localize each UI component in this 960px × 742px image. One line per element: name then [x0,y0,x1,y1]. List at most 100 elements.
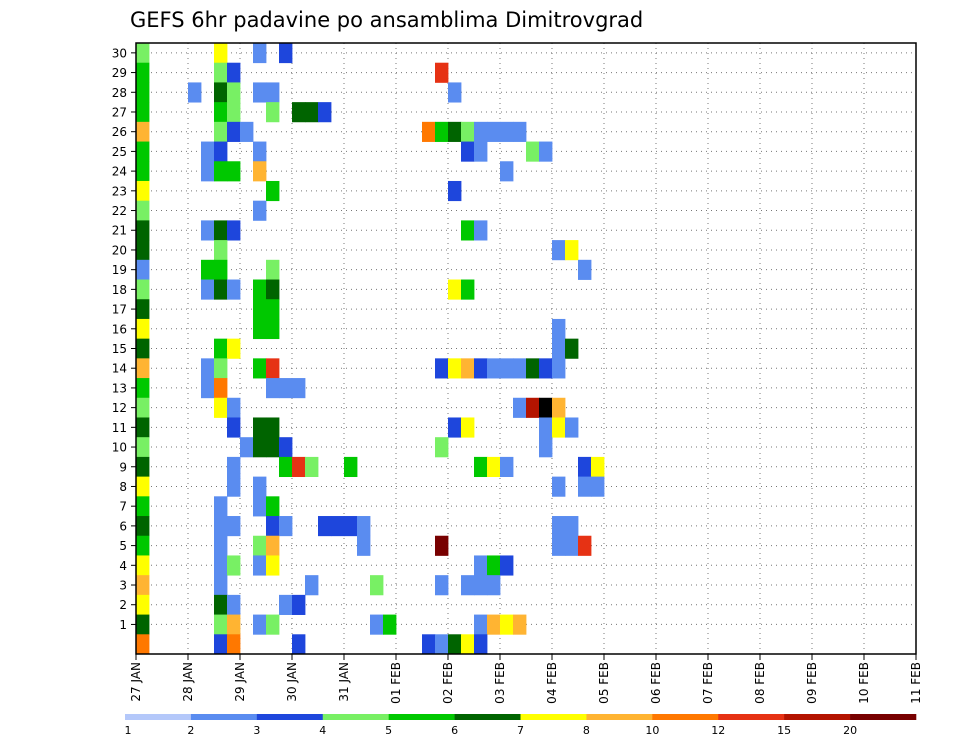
colorbar-label: 3 [253,724,260,737]
heatmap-cell [474,456,488,478]
heatmap-cell [214,62,228,83]
heatmap-cell [474,358,488,379]
y-tick-label: 4 [119,559,127,573]
heatmap-cell [448,358,462,379]
heatmap-cell [227,634,241,655]
heatmap-cell [136,358,150,379]
y-tick-label: 14 [112,362,127,376]
y-tick-label: 25 [112,145,127,159]
heatmap-cell [526,397,540,418]
heatmap-cell [214,338,228,359]
heatmap-cell [591,476,605,497]
heatmap-cell [448,279,462,300]
heatmap-cell [136,318,150,340]
heatmap-cell [201,358,215,379]
heatmap-cell [539,358,553,379]
heatmap-cell [292,634,306,655]
y-tick-label: 24 [112,165,127,179]
heatmap-cell [565,338,579,359]
heatmap-cell [214,161,228,182]
heatmap-cell [357,516,371,537]
heatmap-cell [578,456,592,478]
y-tick-label: 23 [112,184,127,198]
heatmap-cell [253,437,267,458]
heatmap-cell [136,62,150,83]
y-tick-label: 22 [112,204,127,218]
heatmap-cell [552,240,566,261]
x-tick-label: 04 FEB [545,662,559,704]
y-tick-label: 28 [112,86,127,100]
heatmap-cell [474,614,488,635]
heatmap-cell [266,496,280,517]
y-tick-label: 13 [112,381,127,395]
heatmap-cell [305,456,319,478]
colorbar-label: 12 [711,724,725,737]
heatmap-cell [565,535,579,556]
heatmap-cell [500,358,514,379]
colorbar-label: 10 [645,724,659,737]
heatmap-cell [448,417,462,438]
colorbar-swatch [388,714,455,720]
y-axis: 1234567891011121314151617181920212223242… [112,46,136,632]
x-tick-label: 09 FEB [805,662,819,704]
heatmap-cell [552,516,566,537]
heatmap-cell [214,220,228,241]
heatmap-cell [227,594,241,615]
heatmap-cell [292,378,306,399]
heatmap-cell [305,575,319,596]
heatmap-cell [552,318,566,340]
heatmap-cell [227,62,241,83]
heatmap-cell [227,397,241,418]
heatmap-cell [461,634,475,655]
x-tick-label: 01 FEB [389,662,403,704]
heatmap-cell [266,614,280,635]
heatmap-cell [201,141,215,162]
heatmap-cell [305,102,319,123]
heatmap-cell [435,62,449,83]
x-tick-label: 30 JAN [285,662,299,702]
heatmap-cell [253,496,267,517]
heatmap-cell [318,516,332,537]
heatmap-cell [227,220,241,241]
heatmap-cell [136,535,150,556]
heatmap-cell [487,121,501,142]
heatmap-cell [227,417,241,438]
heatmap-cell [253,417,267,438]
heatmap-cell [136,121,150,142]
heatmap-cell [266,102,280,123]
heatmap-cell [253,200,267,221]
heatmap-cell [136,82,150,103]
x-tick-label: 06 FEB [649,662,663,704]
heatmap-cell [552,397,566,418]
heatmap-cell [214,496,228,517]
heatmap-cell [292,456,306,478]
y-tick-label: 5 [119,539,127,553]
heatmap-cell [136,417,150,438]
heatmap-cell [318,102,332,123]
heatmap-cell [214,358,228,379]
heatmap-cell [227,82,241,103]
heatmap-cell [448,634,462,655]
heatmap-cell [214,141,228,162]
heatmap-cell [539,141,553,162]
heatmap-cell [253,318,267,340]
heatmap-cell [266,358,280,379]
colorbar-label: 20 [843,724,857,737]
heatmap-cell [292,102,306,123]
heatmap-cell [292,594,306,615]
heatmap-cell [279,456,293,478]
heatmap-cell [266,82,280,103]
colorbar-swatch [125,714,192,720]
heatmap-cell [214,240,228,261]
colorbar-swatch [520,714,587,720]
heatmap-cell [487,614,501,635]
heatmap-cell [487,555,501,576]
heatmap-cell [136,516,150,537]
heatmap-cell [474,634,488,655]
heatmap-cell [227,614,241,635]
colorbar-swatch [256,714,324,720]
heatmap-cell [136,437,150,458]
y-tick-label: 10 [112,441,127,455]
heatmap-cell [136,634,150,655]
heatmap-cell [136,378,150,399]
